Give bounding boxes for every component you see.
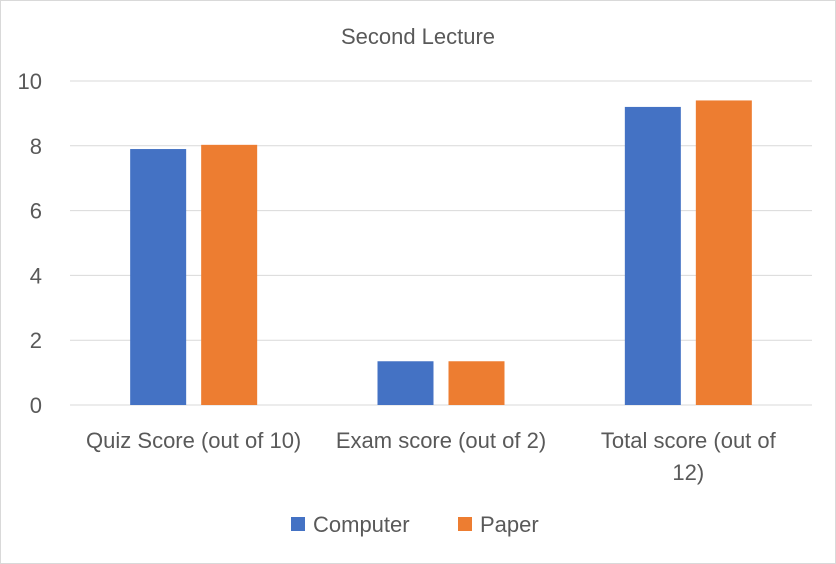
legend-swatch-paper: [458, 517, 472, 531]
y-tick-label: 0: [30, 393, 42, 418]
legend-label-paper: Paper: [480, 512, 539, 537]
chart-title: Second Lecture: [341, 24, 495, 49]
legend-swatch-computer: [291, 517, 305, 531]
y-tick-label: 8: [30, 134, 42, 159]
x-axis-categories: Quiz Score (out of 10) Exam score (out of…: [86, 428, 777, 485]
bar-paper-0: [201, 144, 258, 405]
bar-computer-0: [130, 149, 187, 405]
y-tick-label: 4: [30, 263, 42, 288]
x-category-label: Total score (out of: [601, 428, 777, 453]
x-category-label: 12): [672, 460, 704, 485]
y-tick-label: 2: [30, 328, 42, 353]
y-tick-label: 10: [18, 69, 42, 94]
bars: [130, 100, 752, 406]
bar-computer-1: [377, 361, 434, 405]
x-category-label: Quiz Score (out of 10): [86, 428, 301, 453]
legend: Computer Paper: [291, 512, 539, 537]
y-tick-label: 6: [30, 199, 42, 224]
bar-paper-2: [695, 100, 752, 405]
bar-paper-1: [448, 361, 505, 405]
y-axis-ticks: 0 2 4 6 8 10: [18, 69, 42, 418]
bar-computer-2: [624, 106, 681, 406]
gridlines: [70, 80, 812, 406]
legend-label-computer: Computer: [313, 512, 410, 537]
x-category-label: Exam score (out of 2): [336, 428, 546, 453]
